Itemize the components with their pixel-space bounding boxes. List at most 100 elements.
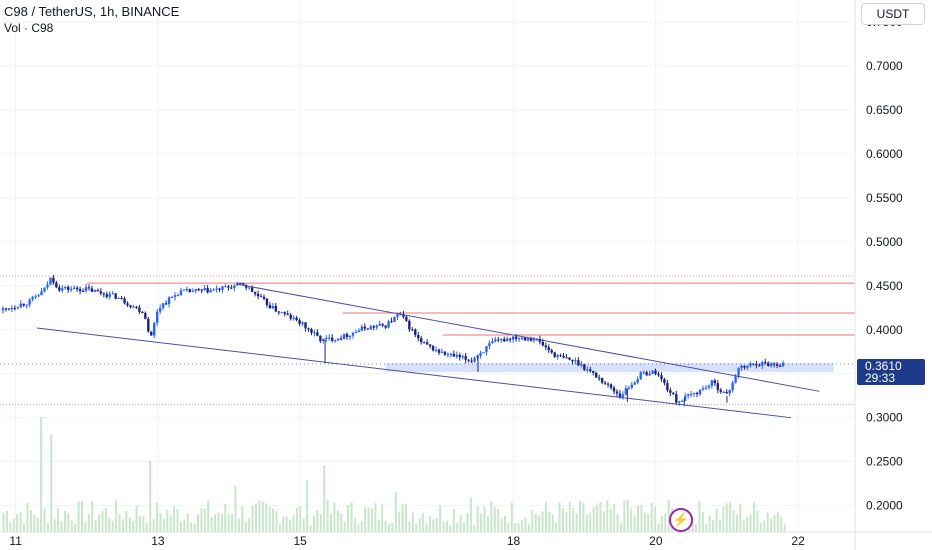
volume-bar: [234, 486, 237, 532]
volume-bar: [224, 503, 227, 532]
trendline[interactable]: [36, 327, 792, 419]
candle-body: [520, 337, 524, 339]
volume-bar: [555, 522, 558, 532]
candle-body: [363, 326, 367, 329]
volume-bar: [623, 500, 626, 532]
volume-bar: [357, 524, 360, 532]
time-tick-label: 15: [293, 534, 307, 548]
support-zone[interactable]: [385, 363, 834, 372]
volume-bar: [132, 521, 135, 532]
volume-bar: [514, 523, 517, 532]
volume-bar: [633, 515, 636, 532]
candle-body: [301, 322, 304, 324]
candle-body: [461, 356, 464, 358]
lightning-icon[interactable]: ⚡: [669, 508, 693, 532]
candle-body: [681, 400, 684, 402]
price-tick-label: 0.3000: [866, 411, 903, 425]
candle-body: [135, 306, 138, 308]
volume-bar: [156, 502, 159, 532]
candle-body: [206, 288, 209, 293]
volume-bar: [667, 500, 670, 532]
trendline[interactable]: [236, 283, 820, 392]
candle-body: [731, 382, 734, 391]
candle-body: [233, 285, 236, 288]
volume-bar: [538, 515, 541, 532]
volume-bar: [312, 515, 315, 532]
candle-body: [215, 288, 218, 290]
candle-body: [609, 384, 613, 388]
volume-bar: [640, 505, 643, 532]
volume-bar: [268, 506, 271, 532]
volume-bar: [507, 523, 510, 532]
candle-body: [203, 288, 206, 290]
candle-body: [348, 335, 352, 338]
volume-bar: [19, 512, 22, 532]
volume-bar: [753, 502, 756, 532]
candle-body: [411, 329, 414, 331]
volume-bar: [166, 509, 169, 532]
candle-body: [710, 380, 714, 386]
volume-bar: [589, 512, 592, 532]
volume-bar: [609, 509, 612, 532]
candle-body: [636, 379, 639, 383]
price-tick-label: 0.5000: [866, 235, 903, 249]
candle-body: [339, 338, 343, 340]
volume-bar: [575, 513, 578, 532]
candle-body: [156, 311, 159, 323]
candle-body: [467, 359, 470, 361]
time-tick-label: 22: [791, 534, 805, 548]
volume-bar: [196, 514, 199, 532]
volume-bar: [326, 500, 329, 532]
candle-body: [75, 287, 79, 290]
volume-indicator-label[interactable]: Vol · C98: [4, 21, 54, 35]
volume-bar: [660, 515, 663, 532]
volume-bar: [50, 434, 53, 532]
volume-bar: [115, 500, 118, 532]
volume-bar: [770, 518, 773, 532]
candle-body: [544, 345, 547, 348]
volume-bar: [531, 509, 534, 532]
volume-bar: [490, 501, 493, 532]
volume-bar: [179, 521, 182, 532]
candle-body: [34, 296, 37, 298]
time-tick-label: 20: [649, 534, 663, 548]
candle-body: [553, 352, 556, 357]
volume-bar: [527, 524, 530, 532]
candle-body: [550, 350, 553, 353]
candle-body: [328, 337, 331, 339]
candle-body: [663, 379, 666, 384]
candle-body: [360, 326, 364, 331]
candle-body: [511, 336, 515, 340]
volume-bar: [705, 524, 708, 532]
volume-bar: [449, 525, 452, 532]
volume-bar: [469, 497, 472, 532]
candle-body: [242, 283, 245, 285]
symbol-title[interactable]: C98 / TetherUS, 1h, BINANCE: [4, 4, 180, 19]
volume-bar: [715, 508, 718, 532]
candle-body: [31, 297, 34, 300]
candle-body: [425, 342, 429, 345]
candle-body: [322, 338, 325, 342]
candle-body: [761, 362, 764, 366]
candle-body: [431, 346, 435, 351]
volume-bar: [746, 516, 749, 532]
time-tick-label: 18: [507, 534, 521, 548]
candle-body: [597, 377, 601, 379]
candle-body: [683, 395, 687, 401]
candle-body: [770, 363, 773, 366]
candle-body: [102, 293, 106, 295]
candle-body: [589, 369, 592, 372]
candle-body: [752, 363, 755, 365]
candle-body: [366, 328, 370, 330]
candle-body: [158, 307, 162, 312]
volume-bar: [306, 480, 309, 532]
volume-bar: [763, 520, 766, 532]
volume-bar: [657, 523, 660, 532]
currency-selector[interactable]: USDT: [861, 3, 925, 25]
candle-body: [250, 287, 254, 292]
candle-body: [633, 382, 636, 385]
volume-bar: [701, 512, 704, 532]
candle-body: [274, 305, 278, 312]
candle-body: [713, 380, 717, 384]
